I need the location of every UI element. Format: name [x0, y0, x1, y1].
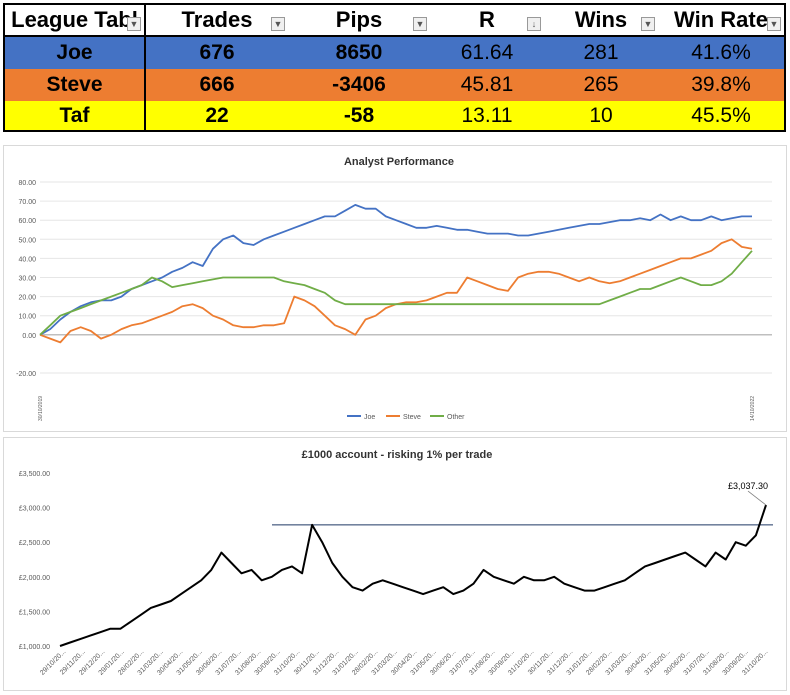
series-line-joe	[39, 204, 752, 336]
legend-label: Other	[447, 414, 465, 421]
row-wins: 281	[583, 41, 619, 64]
legend-label: Steve	[403, 414, 421, 421]
equity-line	[59, 504, 767, 647]
row-name: Taf	[3, 101, 146, 132]
table-header-row: League Tabl ▼ Trades ▼ Pips ▼ R ↓ Wins ▼ Win …	[3, 3, 786, 37]
row-win-rate: 41.6%	[658, 37, 786, 69]
sort-descending-icon[interactable]: ↓	[527, 17, 541, 31]
annotation-leader	[747, 490, 767, 506]
row-r: 13.11	[430, 101, 544, 132]
row-wins: 10	[544, 101, 658, 132]
table-row-joe: Joe 676 8650 61.64 281 41.6%	[3, 37, 786, 69]
chart-title: £1000 account - risking 1% per trade	[302, 449, 493, 461]
y-tick-label: £2,000.00	[19, 575, 50, 582]
y-tick-label: £3,000.00	[19, 506, 50, 513]
filter-dropdown-icon[interactable]: ▼	[271, 17, 285, 31]
chart-title: Analyst Performance	[344, 156, 454, 168]
account-equity-svg: £1000 account - risking 1% per trade £1,…	[19, 449, 773, 677]
y-tick-label: 40.00	[18, 256, 36, 263]
row-name: Steve	[3, 69, 146, 101]
header-win-rate[interactable]: Win Rate ▼	[658, 3, 786, 37]
row-trades: 22	[146, 101, 288, 132]
filter-dropdown-icon[interactable]: ▼	[413, 17, 427, 31]
account-equity-chart[interactable]: £1000 account - risking 1% per trade £1,…	[3, 437, 787, 691]
table-row-taf: Taf 22 -58 13.11 10 45.5%	[3, 101, 786, 132]
row-pips: 8650	[335, 41, 383, 64]
row-pips: -58	[288, 101, 430, 132]
y-tick-label: -20.00	[16, 371, 36, 378]
header-label: Win Rate	[674, 7, 768, 32]
y-tick-label: 80.00	[18, 180, 36, 187]
y-tick-label: 70.00	[18, 199, 36, 206]
y-tick-label: 0.00	[22, 333, 36, 340]
analyst-performance-svg: Analyst Performance -20.00 0.00 10.00 20.00…	[16, 156, 772, 421]
header-wins[interactable]: Wins ▼	[544, 3, 658, 37]
header-r[interactable]: R ↓	[430, 3, 544, 37]
header-league-table[interactable]: League Tabl ▼	[3, 3, 146, 37]
header-trades[interactable]: Trades ▼	[146, 3, 288, 37]
annotation-label: £3,037.30	[728, 481, 768, 491]
header-label: Pips	[335, 7, 383, 32]
y-tick-label: 30.00	[18, 276, 36, 283]
analyst-performance-chart[interactable]: Analyst Performance -20.00 0.00 10.00 20.00…	[3, 145, 787, 432]
filter-dropdown-icon[interactable]: ▼	[767, 17, 781, 31]
row-trades: 666	[199, 73, 235, 96]
y-tick-label: 50.00	[18, 237, 36, 244]
y-tick-label: 60.00	[18, 218, 36, 225]
row-r: 45.81	[460, 73, 514, 96]
y-tick-label: £3,500.00	[19, 471, 50, 478]
filter-dropdown-icon[interactable]: ▼	[127, 17, 141, 31]
header-label: Trades	[181, 7, 253, 32]
x-tick-label: 30/10/2019	[38, 396, 44, 421]
row-win-rate: 45.5%	[658, 101, 786, 132]
filter-dropdown-icon[interactable]: ▼	[641, 17, 655, 31]
header-pips[interactable]: Pips ▼	[288, 3, 430, 37]
row-trades: 676	[199, 41, 235, 64]
row-pips: -3406	[332, 73, 386, 96]
table-row-steve: Steve 666 -3406 45.81 265 39.8%	[3, 69, 786, 101]
y-tick-label: £1,500.00	[19, 609, 50, 616]
league-table: League Tabl ▼ Trades ▼ Pips ▼ R ↓ Wins ▼ Win …	[3, 3, 786, 132]
header-label: R	[479, 7, 495, 32]
row-name: Joe	[3, 37, 146, 69]
row-win-rate: 39.8%	[658, 69, 786, 101]
legend-label: Joe	[364, 414, 375, 421]
header-label: League Tabl	[11, 7, 138, 32]
y-tick-label: 20.00	[18, 295, 36, 302]
x-tick-label: 14/10/2022	[750, 396, 756, 421]
y-tick-label: £2,500.00	[19, 540, 50, 547]
series-line-steve	[39, 238, 753, 344]
row-wins: 265	[583, 73, 619, 96]
y-tick-label: 10.00	[18, 314, 36, 321]
header-label: Wins	[574, 7, 628, 32]
series-line-other	[39, 250, 753, 336]
row-r: 61.64	[460, 41, 514, 64]
y-tick-label: £1,000.00	[19, 644, 50, 651]
